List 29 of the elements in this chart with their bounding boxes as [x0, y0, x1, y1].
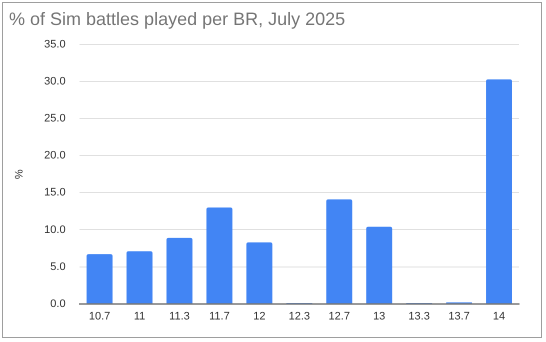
- y-tick-label: 25.0: [44, 112, 66, 125]
- x-tick-label: 13: [373, 310, 386, 322]
- x-tick-label: 12: [253, 310, 266, 322]
- x-tick-label: 11.3: [169, 310, 190, 322]
- x-tick-label: 13.3: [408, 310, 430, 322]
- y-tick-label: 0.0: [50, 298, 66, 310]
- bar: [366, 226, 392, 304]
- bar: [126, 251, 153, 304]
- x-tick-label: 10.7: [88, 310, 110, 322]
- chart-title: % of Sim battles played per BR, July 2025: [9, 8, 346, 29]
- x-tick-label: 11: [134, 310, 146, 322]
- bar: [326, 199, 352, 304]
- y-tick-label: 10.0: [44, 224, 66, 236]
- x-tick-label: 12.3: [288, 310, 310, 322]
- x-tick-label: 12.7: [328, 310, 350, 322]
- bar: [166, 238, 192, 304]
- y-tick-label: 35.0: [44, 38, 66, 51]
- y-tick-label: 20.0: [44, 150, 66, 162]
- y-tick-label: 5.0: [50, 260, 66, 273]
- x-tick-label: 13.7: [448, 310, 470, 322]
- bar: [486, 79, 512, 304]
- bar: [206, 208, 232, 304]
- bar: [86, 254, 113, 304]
- x-tick-label: 11.7: [209, 310, 230, 322]
- x-tick-label: 14: [492, 310, 506, 322]
- bar: [246, 242, 272, 304]
- y-axis-title: %: [14, 169, 26, 180]
- y-tick-label: 15.0: [44, 186, 66, 199]
- y-tick-label: 30.0: [44, 76, 66, 88]
